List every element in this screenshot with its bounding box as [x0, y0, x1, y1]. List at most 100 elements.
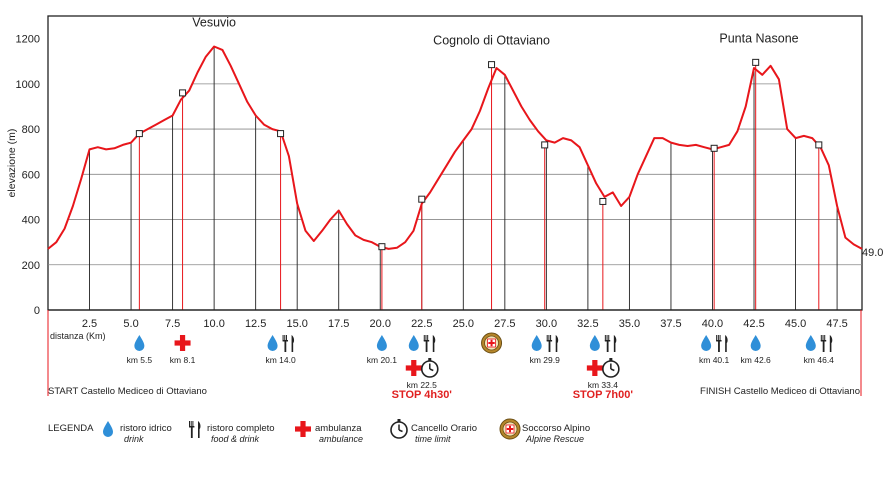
x-tick-label: 7.5: [165, 318, 180, 330]
cross-icon: [295, 421, 311, 437]
stop-label: STOP 4h30': [392, 389, 453, 401]
marker-group: km 42.6: [741, 335, 772, 365]
peak-label: Cognolo di Ottaviano: [433, 34, 550, 48]
x-tick-label: 40.0: [702, 318, 723, 330]
drop-icon: [589, 335, 600, 351]
drop-icon: [408, 335, 419, 351]
checkpoint-marker: [277, 130, 285, 138]
drop-icon: [701, 335, 712, 351]
marker-km-label: km 5.5: [127, 355, 153, 365]
fork-icon: [820, 335, 833, 352]
drop-icon: [103, 421, 113, 437]
checkpoint-marker: [599, 197, 607, 205]
x-tick-label: 27.5: [494, 318, 515, 330]
x-ticks: 2.5 5.0 7.5 10.0 12.5 15.0 17.5 20.0 22.5 25.0 27.…: [82, 318, 848, 330]
drop-icon: [805, 335, 816, 351]
legend-title: LEGENDA: [48, 423, 94, 434]
start-label: START Castello Mediceo di Ottaviano: [48, 386, 207, 397]
marker-group: km 14.0: [265, 335, 296, 365]
x-tick-label: 12.5: [245, 318, 266, 330]
x-tick-label: 2.5: [82, 318, 97, 330]
checkpoint-layer: [135, 58, 823, 251]
peak-label: Punta Nasone: [719, 31, 798, 45]
marker-km-label: km 29.9: [530, 355, 561, 365]
x-tick-label: 22.5: [411, 318, 432, 330]
x-tick-label: 15.0: [286, 318, 307, 330]
vertical-guides: [89, 46, 838, 310]
y-tick-label: 200: [22, 260, 40, 272]
y-axis-label: elevazione (m): [6, 129, 18, 198]
x-tick-label: 32.5: [577, 318, 598, 330]
checkpoint-marker: [752, 58, 760, 66]
legend-label: ristoro idrico: [120, 423, 172, 434]
marker-group: km 40.1: [699, 335, 730, 365]
drop-icon: [267, 335, 278, 351]
y-tick-label: 600: [22, 169, 40, 181]
fork-icon: [716, 335, 728, 352]
clock-icon: [602, 357, 620, 378]
legend-sublabel: drink: [124, 434, 144, 444]
checkpoint-marker: [135, 130, 143, 138]
marker-group: km 29.9: [530, 335, 561, 365]
plot-frame: [47, 15, 863, 311]
legend-sublabel: time limit: [415, 434, 451, 444]
checkpoint-marker: [815, 141, 823, 149]
marker-group: km 8.1: [170, 335, 196, 365]
x-axis-label: distanza (Km): [50, 331, 106, 341]
checkpoint-marker: [541, 141, 549, 149]
x-tick-label: 35.0: [619, 318, 640, 330]
marker-km-label: km 14.0: [265, 355, 296, 365]
x-tick-label: 10.0: [203, 318, 224, 330]
stop-labels: STOP 4h30' STOP 7h00': [392, 389, 634, 401]
y-ticks: 0 200 400 600 800 1000 1200: [16, 34, 40, 317]
legend-sublabel: Alpine Rescue: [525, 434, 584, 444]
marker-km-label: km 20.1: [367, 355, 398, 365]
x-tick-label: 25.0: [453, 318, 474, 330]
legend-label: Cancello Orario: [411, 423, 477, 434]
marker-km-label: km 22.5: [407, 380, 438, 390]
fork-icon: [546, 335, 559, 352]
fork-icon: [282, 335, 295, 352]
x-tick-label: 37.5: [660, 318, 681, 330]
x-tick-label: 5.0: [123, 318, 138, 330]
y-tick-label: 0: [34, 305, 40, 317]
marker-km-label: km 46.4: [804, 355, 835, 365]
legend-label: ristoro completo: [207, 423, 275, 434]
x-tick-label: 20.0: [370, 318, 391, 330]
marker-km-label: km 42.6: [741, 355, 772, 365]
cross-icon: [405, 360, 422, 376]
marker-group: km 33.4: [586, 357, 620, 390]
drop-icon: [531, 335, 542, 351]
marker-group: [408, 335, 436, 352]
y-tick-label: 800: [22, 124, 40, 136]
marker-group: km 5.5: [127, 335, 153, 365]
drop-icon: [134, 335, 145, 351]
aid-station-markers: km 5.5 km 8.1 km 14.0 km 20.1 km 22.5 km 29.9…: [127, 332, 835, 390]
marker-group: [481, 332, 503, 354]
y-tick-label: 1000: [16, 79, 40, 91]
marker-group: km 20.1: [367, 335, 398, 365]
fork-icon: [189, 421, 201, 438]
marker-km-label: km 8.1: [170, 355, 196, 365]
marker-group: km 22.5: [405, 357, 439, 390]
x-tick-label: 47.5: [826, 318, 847, 330]
checkpoint-marker: [488, 61, 496, 69]
x-tick-label: 45.0: [785, 318, 806, 330]
x-tick-label: 30.0: [536, 318, 557, 330]
drop-icon: [376, 335, 387, 351]
rescue-icon: [499, 418, 521, 440]
drop-icon: [750, 335, 761, 351]
marker-km-label: km 40.1: [699, 355, 730, 365]
finish-label: FINISH Castello Mediceo di Ottaviano: [700, 386, 860, 397]
y-tick-label: 400: [22, 215, 40, 227]
marker-group: [589, 335, 617, 352]
clock-icon: [390, 418, 408, 439]
peak-label: Vesuvio: [192, 16, 236, 30]
marker-group: km 46.4: [804, 335, 835, 365]
